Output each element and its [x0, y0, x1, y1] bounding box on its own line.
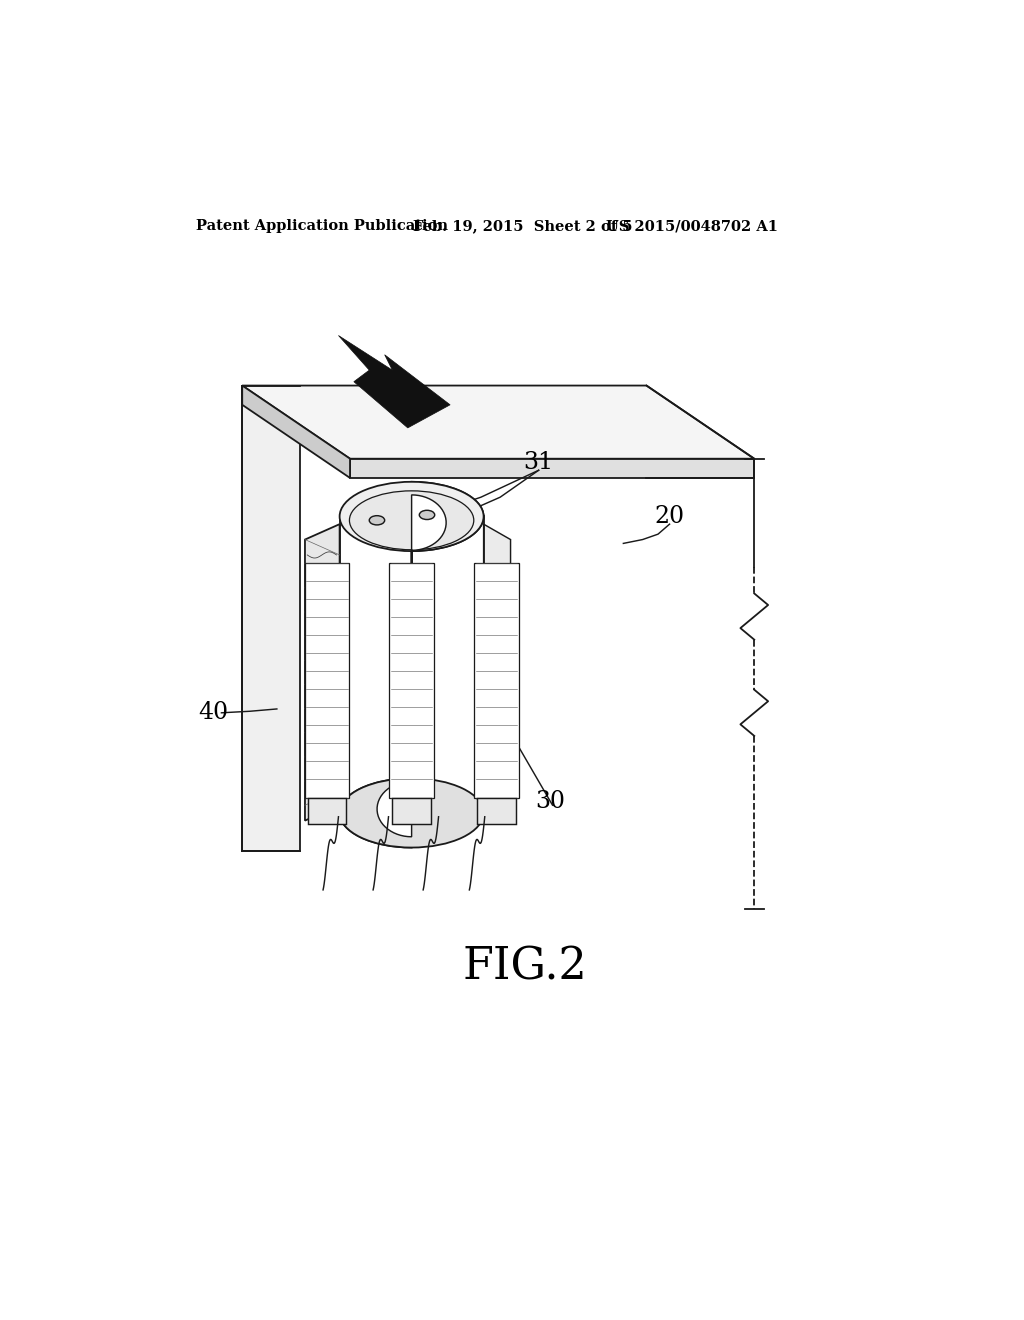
Ellipse shape	[340, 482, 483, 552]
Text: US 2015/0048702 A1: US 2015/0048702 A1	[606, 219, 778, 234]
Polygon shape	[389, 562, 434, 797]
Polygon shape	[377, 495, 446, 837]
Polygon shape	[483, 524, 511, 821]
Text: 40: 40	[199, 701, 228, 725]
Polygon shape	[304, 562, 349, 797]
Polygon shape	[392, 797, 431, 825]
Text: Feb. 19, 2015  Sheet 2 of 5: Feb. 19, 2015 Sheet 2 of 5	[413, 219, 633, 234]
Text: Patent Application Publication: Patent Application Publication	[196, 219, 449, 234]
Polygon shape	[243, 385, 755, 459]
Polygon shape	[307, 797, 346, 825]
Polygon shape	[477, 797, 515, 825]
Polygon shape	[305, 524, 340, 821]
Polygon shape	[243, 385, 350, 478]
Text: 30: 30	[536, 789, 565, 813]
Polygon shape	[243, 385, 300, 851]
Ellipse shape	[349, 491, 474, 549]
Text: 31: 31	[523, 451, 554, 474]
Polygon shape	[340, 482, 483, 847]
Text: FIG.2: FIG.2	[463, 945, 587, 989]
Polygon shape	[339, 335, 451, 428]
Ellipse shape	[340, 779, 483, 847]
Polygon shape	[350, 459, 755, 478]
Text: 20: 20	[654, 506, 685, 528]
Polygon shape	[474, 562, 518, 797]
Ellipse shape	[370, 516, 385, 525]
Ellipse shape	[419, 511, 435, 520]
